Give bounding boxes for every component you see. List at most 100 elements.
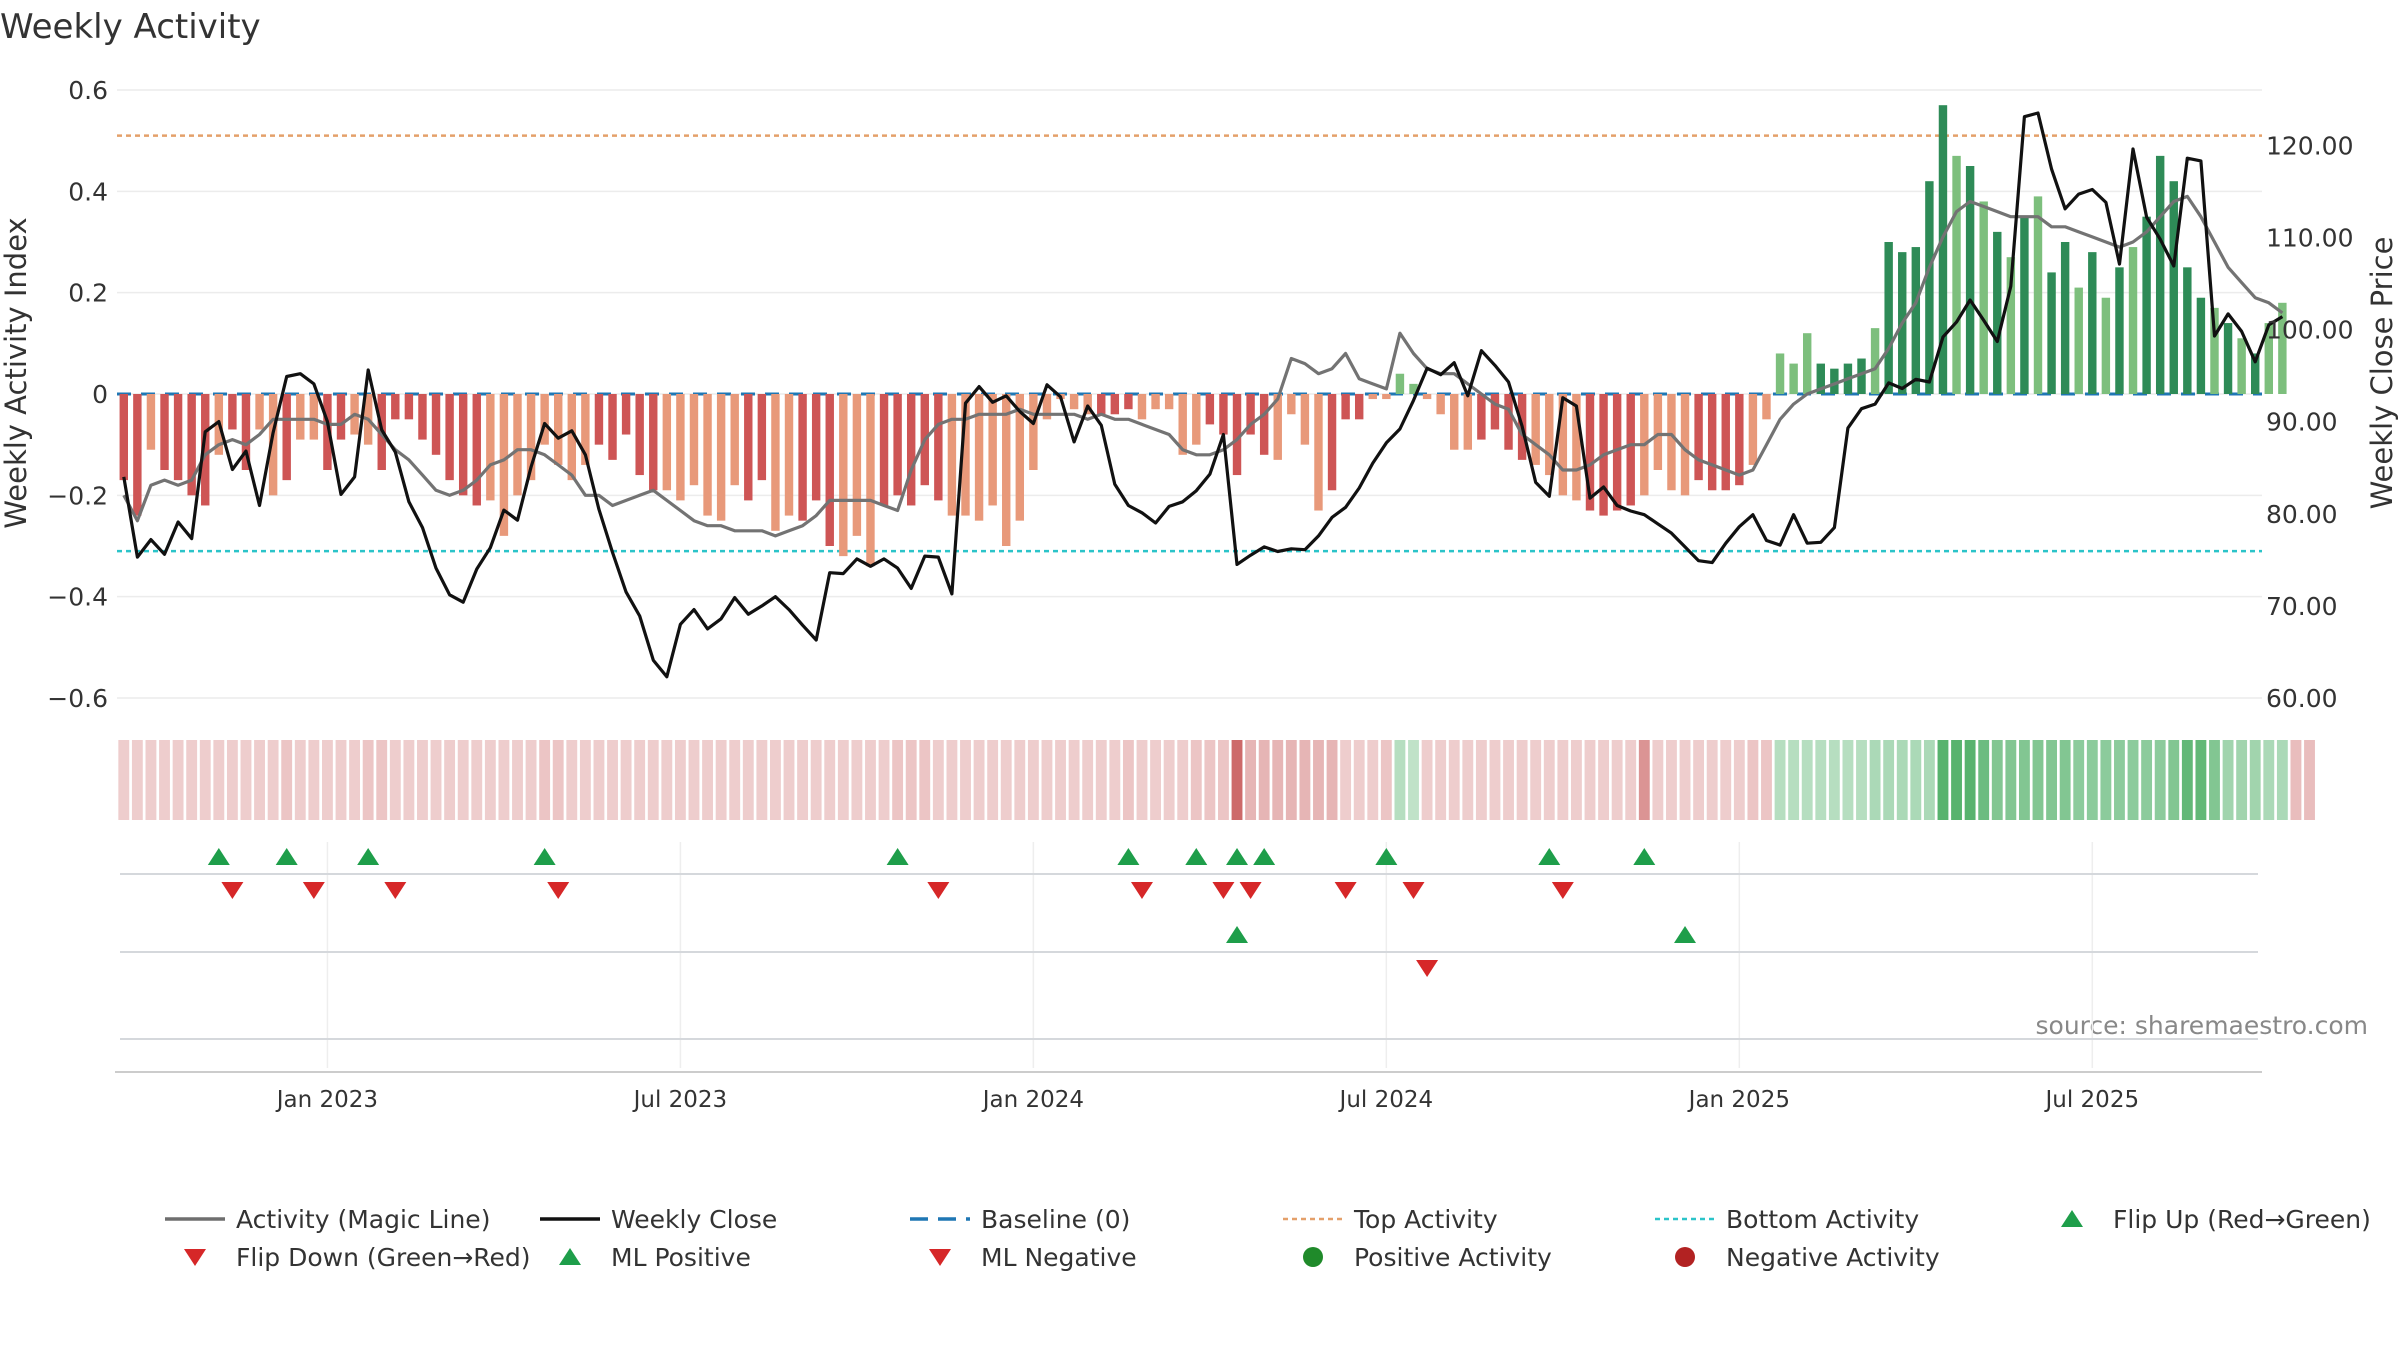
activity-bar-negative [757,394,767,481]
flip-down-marker [384,882,407,899]
activity-bar-negative [1558,394,1568,496]
flip-down-marker [302,882,325,899]
activity-bar-negative [581,394,590,465]
heat-strip-cell [1136,740,1148,820]
activity-bar-negative [961,394,970,516]
y-right-tick-label: 110.00 [2266,223,2353,252]
heat-strip-cell [1475,740,1487,820]
heat-strip-cell [1448,740,1460,820]
heat-strip-cell [1109,740,1121,820]
activity-bar-negative [1612,394,1622,511]
activity-bar-positive [2237,338,2246,394]
activity-bar-negative [282,394,291,481]
legend-label: ML Negative [981,1243,1137,1272]
activity-bar-negative [1450,394,1459,450]
heat-strip-cell [1055,740,1066,820]
activity-bar-negative [716,394,726,521]
heat-strip-cell [1652,740,1664,820]
y-right-tick-label: 90.00 [2266,408,2338,437]
heat-strip-cell [1720,740,1732,820]
activity-bar-negative [1626,394,1635,506]
legend-label: Negative Activity [1726,1243,1940,1272]
activity-bar-negative [1164,394,1174,410]
heat-strip-cell [2209,740,2220,820]
heat-strip-cell [1000,740,1012,820]
heat-strip-cell [2100,740,2112,820]
heat-strip-cell [294,740,306,820]
heat-strip-cell [837,740,849,820]
activity-bar-negative [608,394,617,460]
heat-strip-cell [1272,740,1284,820]
activity-bar-negative [1097,394,1106,415]
activity-bar-negative [1287,394,1296,415]
heat-strip-cell [1991,740,2003,820]
activity-bar-positive [2278,302,2287,394]
heat-strip-cell [742,740,754,820]
heat-strip-cell [240,740,252,820]
heat-strip-cell [1856,740,1867,820]
heat-strip-cell [1869,740,1881,820]
heat-strip-cell [145,740,157,820]
heat-strip-cell [1896,740,1908,820]
heat-strip-cell [1883,740,1895,820]
legend-circle-icon [1303,1247,1323,1267]
activity-bar-positive [1938,105,1948,394]
activity-bar-negative [676,394,685,501]
heat-strip-cell [1842,740,1854,820]
heat-strip-cell [1733,740,1745,820]
activity-bar-positive [1870,328,1880,394]
flip-down-marker [1551,882,1574,899]
activity-bar-positive [2264,323,2273,394]
heat-strip-cell [172,740,184,820]
heat-strip-cell [403,740,415,820]
heat-strip-cell [1638,740,1650,820]
activity-bar-negative [1680,394,1690,496]
heat-strip-cell [1408,740,1419,820]
activity-bar-positive [1857,358,1866,394]
activity-bar-negative [1667,394,1676,491]
heat-strip-cell [281,740,293,820]
activity-bar-negative [201,394,210,506]
heat-strip-cell [2249,740,2261,820]
heat-strip-cell [607,740,618,820]
heat-strip-cell [1530,740,1542,820]
heat-strip-cell [892,740,904,820]
heat-strip-cell [919,740,931,820]
y-left-tick-label: −0.6 [47,684,108,713]
activity-bar-negative [798,394,807,521]
y-left-tick-label: −0.4 [47,583,108,612]
activity-bar-negative [1327,394,1337,491]
heat-strip-cell [1068,740,1080,820]
y-right-tick-label: 70.00 [2266,592,2338,621]
heat-strip-cell [1231,740,1243,820]
heat-strip-cell [1489,740,1501,820]
activity-bar-positive [2142,216,2151,394]
flip-up-marker [1117,848,1140,865]
heat-strip-cell [471,740,483,820]
activity-bar-negative [662,394,672,491]
activity-bar-negative [1042,394,1052,420]
legend-triangle-down-icon [929,1249,951,1266]
heat-strip-cell [1910,740,1922,820]
heat-strip-cell [1570,740,1582,820]
y-left-tick-label: 0 [92,380,108,409]
activity-bar-positive [1816,363,1825,394]
heat-strip-cell [1557,740,1569,820]
y-right-tick-label: 120.00 [2266,131,2353,160]
heat-strip-cell [2222,740,2234,820]
activity-bar-negative [1246,394,1255,435]
flip-up-marker [207,848,230,865]
x-tick-label: Jul 2023 [632,1087,728,1113]
activity-bar-negative [893,394,902,496]
activity-bar-positive [1884,242,1893,394]
activity-bar-negative [1585,394,1595,511]
heat-strip-cell [498,740,510,820]
activity-bar-negative [988,394,997,506]
heat-strip-cell [715,740,727,820]
heat-strip-cell [349,740,361,820]
activity-bar-negative [119,394,128,481]
activity-bar-negative [811,394,821,501]
heat-strip-cell [1828,740,1840,820]
heat-strip-cell [118,740,130,820]
